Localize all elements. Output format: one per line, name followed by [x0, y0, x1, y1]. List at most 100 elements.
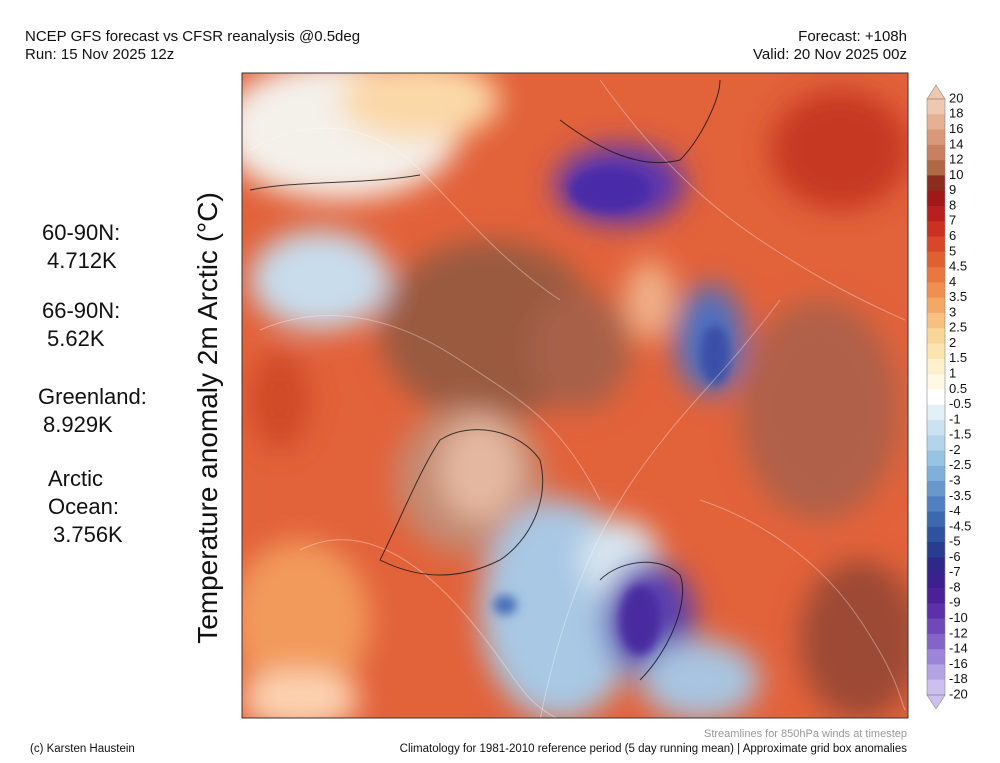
- colorbar-label: 12: [949, 152, 963, 167]
- stat-value: 4.712K: [47, 248, 117, 273]
- colorbar-label: -16: [949, 656, 968, 671]
- colorbar-label: 2: [949, 335, 956, 350]
- footer-note: Streamlines for 850hPa winds at timestep: [704, 728, 907, 740]
- colorbar-bin: [927, 450, 945, 467]
- header-left-2: Run: 15 Nov 2025 12z: [25, 46, 174, 63]
- header-right-1: Forecast: +108h: [798, 28, 907, 45]
- colorbar-bin: [927, 343, 945, 360]
- footer-reference: Climatology for 1981-2010 reference peri…: [400, 743, 908, 755]
- colorbar-label: -6: [949, 549, 961, 564]
- colorbar-label: -14: [949, 641, 968, 656]
- header-right-2: Valid: 20 Nov 2025 00z: [753, 46, 907, 63]
- colorbar-bin: [927, 679, 945, 696]
- colorbar-bin: [927, 435, 945, 451]
- colorbar-bin: [927, 358, 945, 375]
- stat-value: 5.62K: [47, 326, 105, 351]
- colorbar-label: 1: [949, 366, 956, 381]
- colorbar-label: 18: [949, 106, 963, 121]
- colorbar-label: 4: [949, 274, 956, 289]
- header-left-1: NCEP GFS forecast vs CFSR reanalysis @0.…: [25, 28, 360, 45]
- colorbar-label: -2: [949, 442, 961, 457]
- colorbar-bin: [927, 236, 945, 253]
- colorbar-label: 10: [949, 167, 963, 182]
- colorbar-label: 3.5: [949, 289, 967, 304]
- colorbar-arrow-bottom: [926, 694, 946, 710]
- colorbar-bin: [927, 618, 945, 635]
- colorbar-bin: [927, 144, 945, 161]
- map: [242, 73, 908, 718]
- colorbar-bin: [927, 404, 945, 421]
- colorbar-bin: [927, 603, 945, 619]
- colorbar-label: -10: [949, 610, 968, 625]
- stat-label: 66-90N:: [42, 298, 120, 323]
- colorbar-bin: [927, 588, 945, 604]
- colorbar-bin: [927, 389, 945, 406]
- colorbar-label: -3.5: [949, 488, 971, 503]
- stat-value: 8.929K: [43, 412, 113, 437]
- colorbar-label: 9: [949, 182, 956, 197]
- colorbar-label: 5: [949, 243, 956, 258]
- colorbar-label: -4: [949, 503, 961, 518]
- colorbar-label: -7: [949, 564, 961, 579]
- colorbar-label: 3: [949, 304, 956, 319]
- colorbar-bin: [927, 267, 945, 283]
- colorbar-bin: [927, 175, 945, 192]
- colorbar-bin: [927, 221, 945, 237]
- colorbar-label: 16: [949, 121, 963, 136]
- colorbar-label: -12: [949, 625, 968, 640]
- colorbar-bin: [927, 297, 945, 314]
- stat-label: Greenland:: [38, 384, 147, 409]
- axis-label: Temperature anomaly 2m Arctic (°C): [192, 192, 223, 644]
- colorbar-bin: [927, 374, 945, 390]
- colorbar-bin: [927, 465, 945, 482]
- colorbar-bin: [927, 190, 945, 207]
- colorbar-label: 6: [949, 228, 956, 243]
- stats: 60-90N: 4.712K 66-90N: 5.62K Greenland: 8.929…: [38, 220, 147, 547]
- colorbar-label: -8: [949, 579, 961, 594]
- colorbar-bin: [927, 328, 945, 344]
- colorbar-label: -2.5: [949, 457, 971, 472]
- colorbar-label: -1.5: [949, 427, 971, 442]
- colorbar-bin: [927, 572, 945, 589]
- colorbar-label: -1: [949, 411, 961, 426]
- colorbar-label: 20: [949, 90, 963, 105]
- colorbar-arrow-top: [926, 84, 946, 100]
- colorbar-label: -0.5: [949, 396, 971, 411]
- map-frame: [241, 72, 909, 719]
- colorbar-label: 1.5: [949, 350, 967, 365]
- colorbar-label: -9: [949, 595, 961, 610]
- colorbar-label: 4.5: [949, 259, 967, 274]
- stat-value: 3.756K: [53, 522, 123, 547]
- stat-label: Arctic: [48, 466, 103, 491]
- colorbar: 201816141210987654.543.532.521.510.5-0.5…: [926, 84, 971, 710]
- colorbar-bin: [927, 282, 945, 299]
- colorbar-bin: [927, 481, 945, 497]
- colorbar-bin: [927, 496, 945, 513]
- colorbar-bin: [927, 557, 945, 574]
- stat-label: 60-90N:: [42, 220, 120, 245]
- colorbar-bin: [927, 205, 945, 222]
- colorbar-bin: [927, 633, 945, 650]
- colorbar-label: 14: [949, 136, 963, 151]
- colorbar-bin: [927, 160, 945, 176]
- colorbar-bin: [927, 511, 945, 528]
- colorbar-label: -5: [949, 534, 961, 549]
- colorbar-bin: [927, 129, 945, 146]
- colorbar-frame: [926, 98, 946, 696]
- colorbar-bin: [927, 312, 945, 329]
- colorbar-bin: [927, 649, 945, 665]
- colorbar-bin: [927, 99, 945, 115]
- colorbar-bin: [927, 664, 945, 681]
- colorbar-label: -4.5: [949, 518, 971, 533]
- stat-label: Ocean:: [48, 494, 119, 519]
- colorbar-bin: [927, 251, 945, 268]
- colorbar-label: 2.5: [949, 320, 967, 335]
- colorbar-bin: [927, 114, 945, 130]
- colorbar-bin: [927, 419, 945, 436]
- colorbar-label: 7: [949, 213, 956, 228]
- colorbar-label: -3: [949, 472, 961, 487]
- colorbar-bin: [927, 542, 945, 558]
- colorbar-label: 8: [949, 197, 956, 212]
